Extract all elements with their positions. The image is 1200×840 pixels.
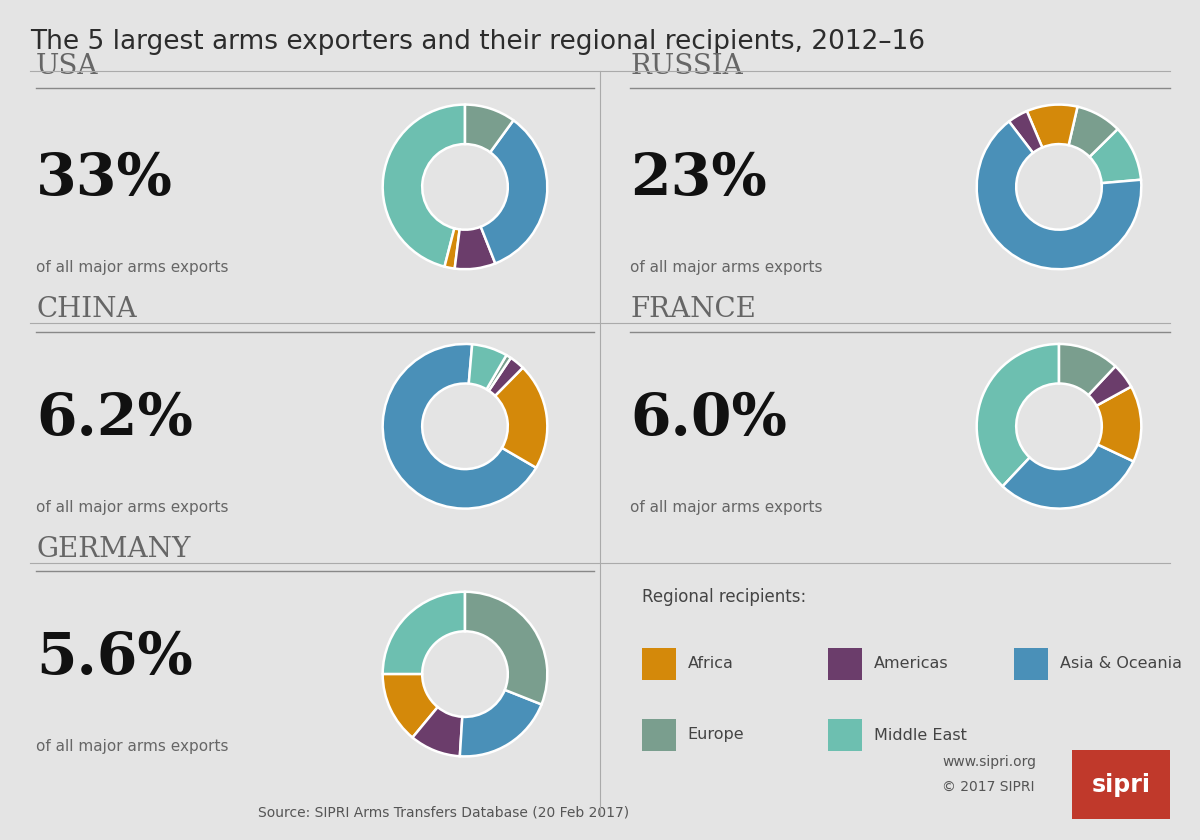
Wedge shape xyxy=(466,591,547,705)
Wedge shape xyxy=(444,228,460,269)
Text: Source: SIPRI Arms Transfers Database (20 Feb 2017): Source: SIPRI Arms Transfers Database (2… xyxy=(258,805,630,819)
Wedge shape xyxy=(481,120,547,264)
Wedge shape xyxy=(413,707,462,756)
Wedge shape xyxy=(1027,105,1078,148)
Text: Asia & Oceania: Asia & Oceania xyxy=(1060,656,1182,671)
Text: Europe: Europe xyxy=(688,727,744,743)
Wedge shape xyxy=(1090,129,1141,183)
Text: 5.6%: 5.6% xyxy=(36,630,193,686)
Wedge shape xyxy=(486,355,511,391)
Text: FRANCE: FRANCE xyxy=(630,297,756,323)
Text: sipri: sipri xyxy=(1091,773,1151,796)
Wedge shape xyxy=(977,122,1141,269)
Text: www.sipri.org: www.sipri.org xyxy=(942,754,1036,769)
Wedge shape xyxy=(455,227,496,269)
Wedge shape xyxy=(383,344,536,508)
Text: 33%: 33% xyxy=(36,151,173,207)
Wedge shape xyxy=(469,344,506,389)
Text: Regional recipients:: Regional recipients: xyxy=(642,588,806,606)
Text: Africa: Africa xyxy=(688,656,733,671)
Text: GERMANY: GERMANY xyxy=(36,536,191,563)
Wedge shape xyxy=(1088,366,1132,406)
Wedge shape xyxy=(460,690,541,756)
Text: CHINA: CHINA xyxy=(36,297,137,323)
Wedge shape xyxy=(1003,444,1134,508)
Wedge shape xyxy=(383,104,466,266)
Text: Americas: Americas xyxy=(874,656,948,671)
Text: 6.0%: 6.0% xyxy=(630,391,787,447)
Text: The 5 largest arms exporters and their regional recipients, 2012–16: The 5 largest arms exporters and their r… xyxy=(30,29,925,55)
Wedge shape xyxy=(977,344,1060,486)
Wedge shape xyxy=(1069,107,1117,157)
Text: USA: USA xyxy=(36,53,98,80)
Text: of all major arms exports: of all major arms exports xyxy=(36,260,228,276)
Text: Middle East: Middle East xyxy=(874,727,966,743)
Text: of all major arms exports: of all major arms exports xyxy=(36,500,228,515)
Wedge shape xyxy=(383,591,466,674)
Text: © 2017 SIPRI: © 2017 SIPRI xyxy=(942,780,1034,794)
Wedge shape xyxy=(1097,386,1141,461)
Wedge shape xyxy=(383,675,438,738)
Wedge shape xyxy=(488,358,523,396)
Text: 6.2%: 6.2% xyxy=(36,391,193,447)
Wedge shape xyxy=(466,104,514,152)
Wedge shape xyxy=(1009,111,1043,153)
Text: RUSSIA: RUSSIA xyxy=(630,53,743,80)
Text: 23%: 23% xyxy=(630,151,767,207)
Text: of all major arms exports: of all major arms exports xyxy=(36,739,228,754)
Text: of all major arms exports: of all major arms exports xyxy=(630,260,822,276)
Wedge shape xyxy=(496,368,547,468)
Wedge shape xyxy=(1060,344,1115,395)
Text: of all major arms exports: of all major arms exports xyxy=(630,500,822,515)
